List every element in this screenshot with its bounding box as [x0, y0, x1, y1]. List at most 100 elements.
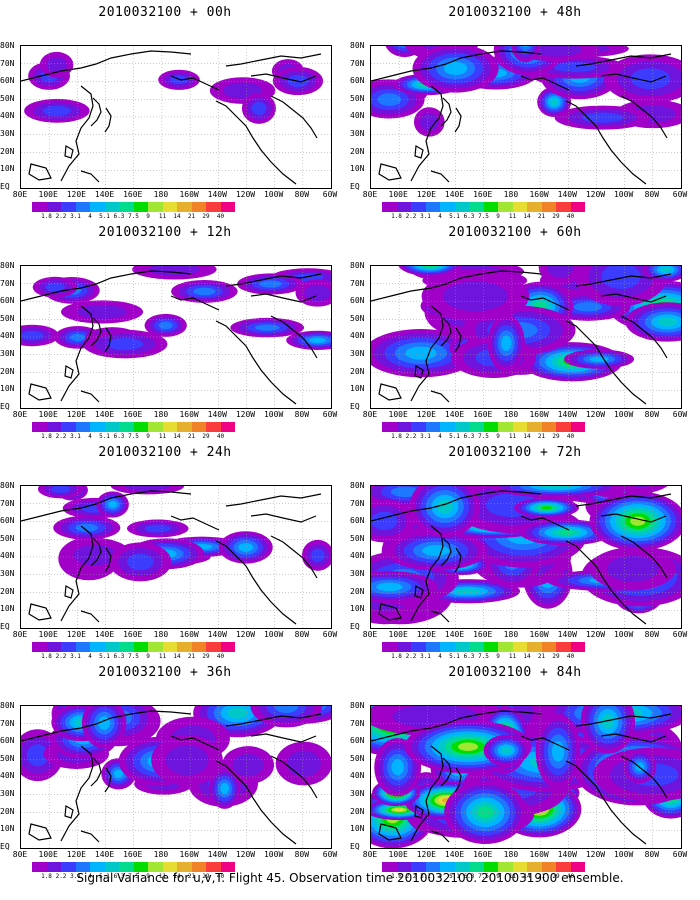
lon-label: 80E	[362, 630, 378, 639]
colorbar-swatch	[119, 642, 134, 652]
coastline	[270, 755, 318, 799]
lat-label: 70N	[0, 498, 15, 508]
lat-label: 20N	[0, 146, 15, 156]
lat-label: 50N	[0, 313, 15, 323]
variance-contour	[550, 98, 559, 106]
colorbar-swatch	[483, 202, 498, 212]
coastline	[378, 163, 402, 181]
colorbar-swatch	[512, 642, 527, 652]
variance-contour	[310, 548, 325, 562]
colorbar-label: 21	[187, 653, 196, 660]
coastline	[410, 745, 444, 842]
lat-label: 50N	[350, 93, 365, 103]
colorbar-label: 4	[88, 433, 92, 440]
lon-label: 80E	[12, 410, 28, 419]
variance-contour	[601, 713, 615, 729]
colorbar-swatch	[527, 642, 542, 652]
lat-label: 60N	[350, 76, 365, 86]
colorbar-swatch	[46, 862, 61, 872]
lat-label: 60N	[0, 516, 15, 526]
coastline	[90, 317, 102, 347]
colorbar-label: 40	[566, 873, 575, 880]
variance-contour	[106, 337, 144, 351]
lon-label: 120W	[235, 850, 256, 859]
colorbar-label: 7.5	[478, 873, 489, 880]
lon-label: 80E	[362, 410, 378, 419]
colorbar-swatch	[527, 862, 542, 872]
colorbar-swatch	[454, 422, 469, 432]
variance-contour	[391, 759, 405, 776]
lon-label: 140E	[94, 630, 115, 639]
variance-contour	[304, 284, 331, 302]
lon-label: 80W	[644, 190, 660, 199]
colorbar-label: 40	[566, 213, 575, 220]
lat-label: 50N	[350, 313, 365, 323]
variance-contour	[309, 337, 327, 343]
lon-label: 160W	[179, 630, 199, 639]
colorbar-label: 29	[202, 873, 210, 880]
colorbar-label: 11	[508, 873, 517, 880]
lat-label: 80N	[350, 261, 365, 270]
colorbar-swatch	[206, 422, 221, 432]
lat-label: 10N	[350, 384, 365, 394]
coastline	[21, 270, 192, 302]
coastline	[520, 75, 570, 91]
colorbar-label: 40	[566, 433, 575, 440]
coastline	[215, 100, 297, 185]
lon-label: 140E	[94, 850, 115, 859]
colorbar-label: 14	[173, 873, 181, 880]
coastline	[170, 295, 220, 311]
colorbar-swatch	[483, 642, 498, 652]
panel-title: 2010032100 + 36h	[98, 665, 232, 680]
colorbar-label: 2.2	[405, 653, 417, 660]
variance-contour	[582, 112, 624, 123]
colorbar-swatch	[177, 862, 192, 872]
variance-contour	[193, 287, 216, 296]
lon-label: 120W	[585, 190, 606, 199]
colorbar-label: 3.1	[70, 653, 81, 660]
variance-contour	[50, 486, 71, 494]
lon-label: 100E	[388, 850, 408, 859]
variance-contour	[573, 302, 603, 312]
colorbar	[382, 642, 585, 652]
colorbar-swatch	[191, 202, 206, 212]
variance-contour	[220, 782, 229, 795]
lat-label: 40N	[0, 331, 15, 341]
colorbar-swatch	[90, 202, 105, 212]
lat-label: 50N	[0, 753, 15, 763]
colorbar-label: 7.5	[128, 433, 139, 440]
colorbar-swatch	[133, 202, 148, 212]
colorbar-swatch	[148, 862, 163, 872]
colorbar-swatch	[104, 642, 119, 652]
variance-map	[20, 45, 332, 189]
lon-label: 160W	[179, 850, 199, 859]
colorbar-swatch	[119, 862, 134, 872]
lon-label: 180	[153, 630, 169, 639]
colorbar-label: 14	[523, 433, 531, 440]
colorbar-swatch	[46, 642, 61, 652]
lon-label: 160W	[529, 410, 549, 419]
lon-label: 140E	[94, 410, 115, 419]
lon-label: 160E	[473, 190, 493, 199]
colorbar-swatch	[32, 202, 47, 212]
lon-label: 100W	[263, 630, 284, 639]
coastline	[378, 603, 402, 621]
colorbar-label: 4	[438, 433, 442, 440]
coastline	[454, 547, 462, 573]
lon-label: 60W	[322, 410, 338, 419]
coastline	[64, 145, 74, 159]
colorbar-swatch	[425, 422, 440, 432]
variance-map	[370, 705, 682, 849]
lon-label: 180	[153, 850, 169, 859]
lat-label: 10N	[350, 824, 365, 834]
lat-label: 40N	[0, 551, 15, 561]
colorbar-label: 6.3	[463, 433, 475, 440]
variance-map	[370, 265, 682, 409]
variance-contour	[657, 317, 678, 327]
coastline	[378, 823, 402, 841]
lat-label: 10N	[0, 604, 15, 614]
colorbar-label: 2.2	[55, 433, 67, 440]
colorbar	[32, 202, 235, 212]
variance-contour	[21, 330, 44, 341]
coastline	[600, 513, 667, 523]
